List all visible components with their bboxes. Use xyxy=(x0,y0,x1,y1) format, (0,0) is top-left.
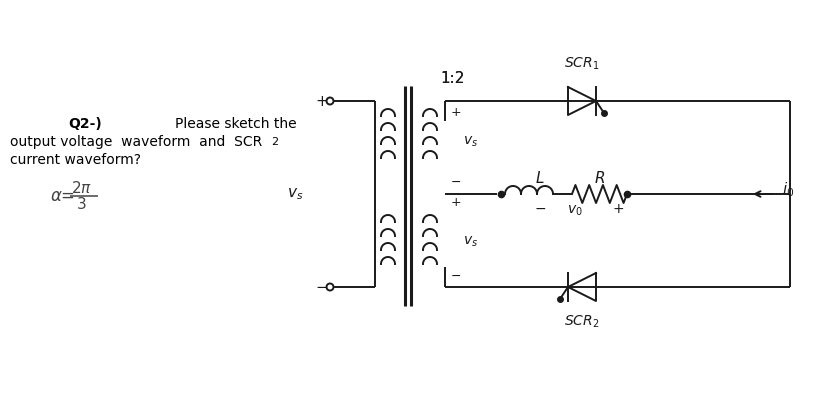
Text: Please sketch the: Please sketch the xyxy=(175,117,297,131)
Text: current waveform?: current waveform? xyxy=(10,153,141,167)
Text: 1:2: 1:2 xyxy=(441,71,465,85)
Text: $v_s$: $v_s$ xyxy=(463,235,478,249)
Text: −: − xyxy=(315,279,329,294)
Text: +: + xyxy=(451,106,461,119)
Text: 1:2: 1:2 xyxy=(441,71,465,85)
Text: −: − xyxy=(451,175,461,188)
Text: $L$: $L$ xyxy=(535,170,545,186)
Text: $R$: $R$ xyxy=(594,170,606,186)
Text: 3: 3 xyxy=(77,197,87,212)
Text: $v_0$: $v_0$ xyxy=(567,204,583,218)
Text: output voltage  waveform  and  SCR: output voltage waveform and SCR xyxy=(10,135,262,149)
Text: +: + xyxy=(315,93,329,108)
Text: $v_s$: $v_s$ xyxy=(463,135,478,149)
Text: $v_s$: $v_s$ xyxy=(287,186,303,202)
Text: $\alpha$=: $\alpha$= xyxy=(50,187,75,205)
Text: −: − xyxy=(534,202,546,216)
Text: +: + xyxy=(451,195,461,208)
Text: 2: 2 xyxy=(271,137,278,147)
Text: −: − xyxy=(451,269,461,282)
Text: $2\pi$: $2\pi$ xyxy=(72,180,92,196)
Text: Q2-): Q2-) xyxy=(68,117,102,131)
Text: +: + xyxy=(612,202,624,216)
Text: $SCR_2$: $SCR_2$ xyxy=(564,314,600,330)
Text: $i_0$: $i_0$ xyxy=(782,181,795,199)
Text: $SCR_1$: $SCR_1$ xyxy=(564,56,600,72)
